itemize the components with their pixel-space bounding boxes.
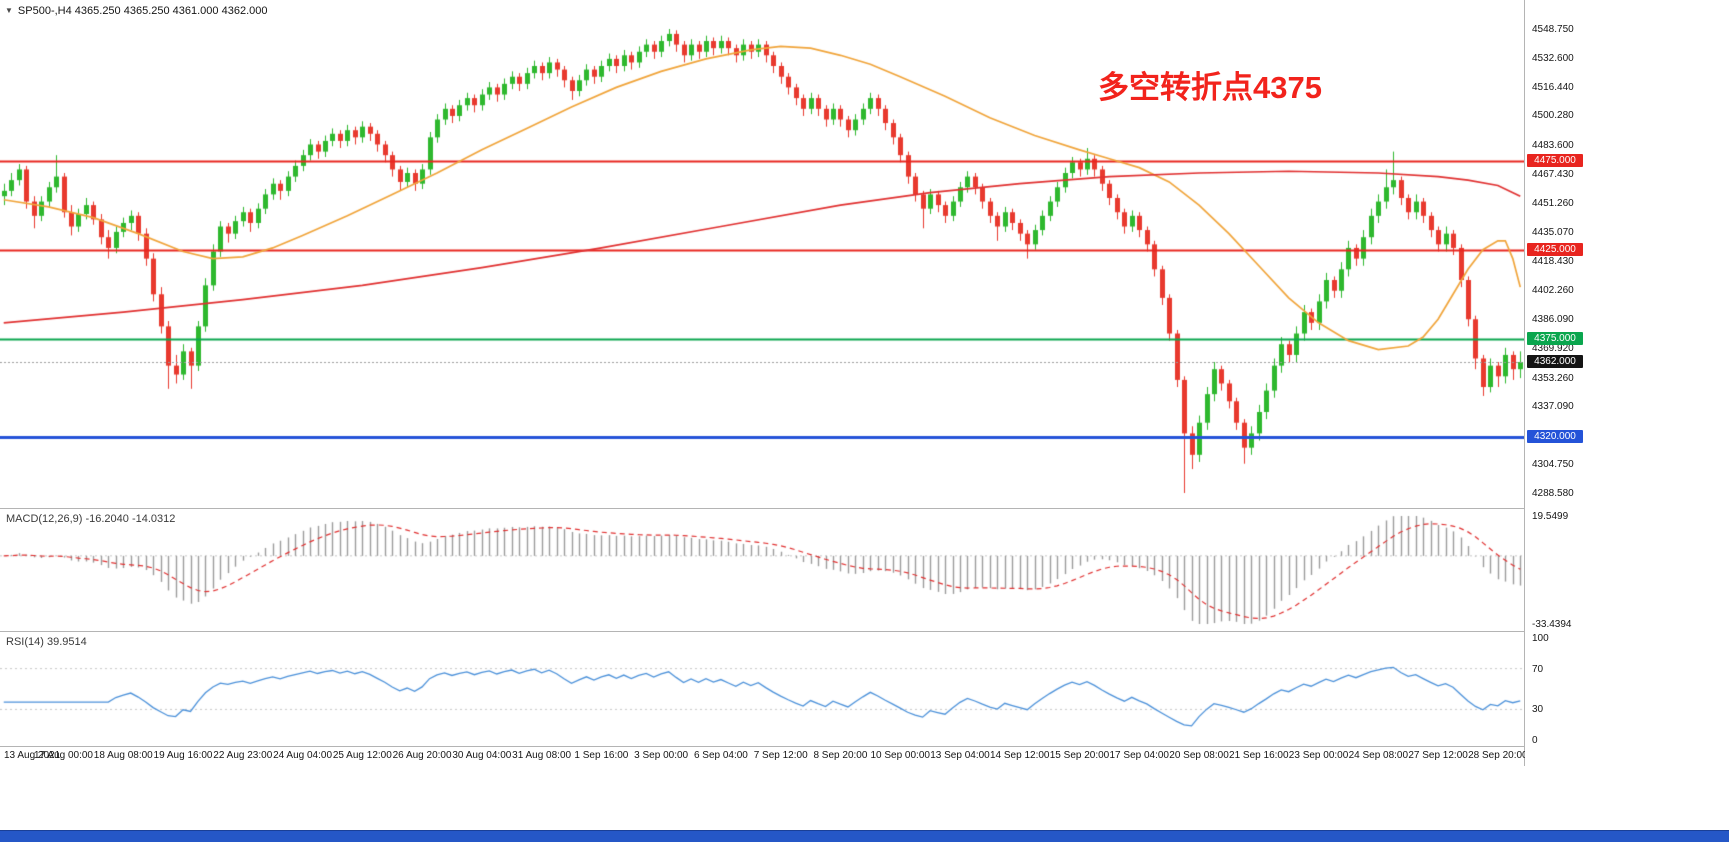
rsi-panel-canvas[interactable] (0, 632, 1524, 746)
price-tick-label: 4451.260 (1532, 197, 1574, 209)
time-axis-label: 20 Sep 08:00 (1169, 750, 1229, 761)
price-scale-border (1524, 0, 1525, 766)
time-axis-label: 10 Sep 00:00 (870, 750, 930, 761)
rsi-indicator-label: RSI(14) 39.9514 (6, 636, 87, 648)
rsi-scale-label: 70 (1532, 663, 1544, 675)
resistance-4425-tag: 4425.000 (1527, 242, 1583, 256)
time-axis-label: 26 Aug 20:00 (392, 750, 452, 761)
price-chart-canvas[interactable] (0, 0, 1524, 508)
panel-separator[interactable] (0, 631, 1729, 632)
pivot-4375-tag: 4375.000 (1527, 331, 1583, 345)
price-tick-label: 4548.750 (1532, 24, 1574, 35)
price-tick-label: 4435.070 (1532, 226, 1574, 238)
time-axis-label: 30 Aug 04:00 (452, 750, 512, 761)
price-scale[interactable]: 4548.750 4532.600 4516.440 4500.280 4483.600… (1525, 0, 1729, 766)
time-axis-label: 24 Sep 08:00 (1348, 750, 1409, 761)
resistance-4475-tag: 4475.000 (1527, 153, 1583, 167)
price-tick-label: 4532.600 (1532, 52, 1574, 64)
time-axis-label: 8 Sep 20:00 (813, 750, 868, 761)
rsi-scale-label: 0 (1532, 735, 1538, 746)
time-axis-label: 23 Sep 00:00 (1288, 750, 1349, 761)
time-axis-label: 6 Sep 04:00 (693, 750, 748, 761)
panel-separator[interactable] (0, 508, 1729, 509)
price-tick-label: 4483.600 (1532, 140, 1574, 152)
support-4320-tag: 4320.000 (1527, 429, 1583, 443)
time-axis-label: 18 Aug 08:00 (93, 750, 153, 761)
time-axis-label: 22 Aug 23:00 (213, 750, 273, 761)
time-axis-label: 15 Sep 20:00 (1049, 750, 1110, 761)
time-axis-label: 14 Sep 12:00 (989, 750, 1050, 761)
time-axis-label: 28 Sep 20:00 (1468, 750, 1528, 761)
symbol-dropdown-icon[interactable]: ▼ (5, 6, 13, 15)
time-axis-label: 17 Aug 00:00 (34, 750, 93, 761)
time-axis[interactable]: 13 Aug 2021 17 Aug 00:00 18 Aug 08:00 19 Au… (0, 748, 1528, 766)
time-axis-label: 17 Sep 04:00 (1109, 750, 1170, 761)
price-tick-label: 4386.090 (1532, 314, 1574, 326)
current-price-tag: 4362.000 (1527, 355, 1583, 369)
time-axis-label: 13 Sep 04:00 (930, 750, 990, 761)
time-axis-label: 7 Sep 12:00 (753, 750, 808, 761)
time-axis-label: 19 Aug 16:00 (153, 750, 213, 761)
macd-scale-label: 19.5499 (1532, 511, 1569, 522)
macd-panel-canvas[interactable] (0, 509, 1524, 631)
time-axis-label: 21 Sep 16:00 (1229, 750, 1289, 761)
price-tick-label: 4288.580 (1532, 488, 1574, 499)
time-axis-label: 24 Aug 04:00 (273, 750, 333, 761)
price-tick-label: 4402.260 (1532, 285, 1574, 297)
time-axis-label: 25 Aug 12:00 (332, 750, 392, 761)
panel-separator[interactable] (0, 746, 1729, 747)
price-tick-label: 4418.430 (1532, 256, 1574, 268)
time-axis-label: 13 Aug 2021 (4, 750, 61, 761)
price-tick-label: 4353.260 (1532, 372, 1574, 384)
time-axis-label: 31 Aug 08:00 (512, 750, 572, 761)
price-tick-label: 4467.430 (1532, 169, 1574, 181)
time-axis-label: 3 Sep 00:00 (634, 750, 689, 761)
rsi-scale-label: 100 (1532, 633, 1549, 644)
time-axis-label: 1 Sep 16:00 (574, 750, 629, 761)
pivot-annotation-text: 多空转折点4375 (1098, 70, 1322, 105)
price-tick-label: 4337.090 (1532, 401, 1574, 413)
price-tick-label: 4516.440 (1532, 81, 1574, 93)
rsi-scale-label: 30 (1532, 704, 1544, 716)
price-tick-label: 4304.750 (1532, 459, 1574, 471)
price-tick-label: 4500.280 (1532, 110, 1574, 122)
chart-header: ▼ SP500-,H4 4365.250 4365.250 4361.000 43… (5, 5, 267, 17)
time-axis-label: 27 Sep 12:00 (1408, 750, 1468, 761)
price-tick-label: 4369.920 (1532, 342, 1574, 354)
macd-indicator-label: MACD(12,26,9) -16.2040 -14.0312 (6, 513, 176, 525)
taskbar-strip (0, 830, 1729, 842)
symbol-ohlc-label: SP500-,H4 4365.250 4365.250 4361.000 436… (17, 5, 268, 17)
macd-scale-label: -33.4394 (1532, 619, 1572, 630)
